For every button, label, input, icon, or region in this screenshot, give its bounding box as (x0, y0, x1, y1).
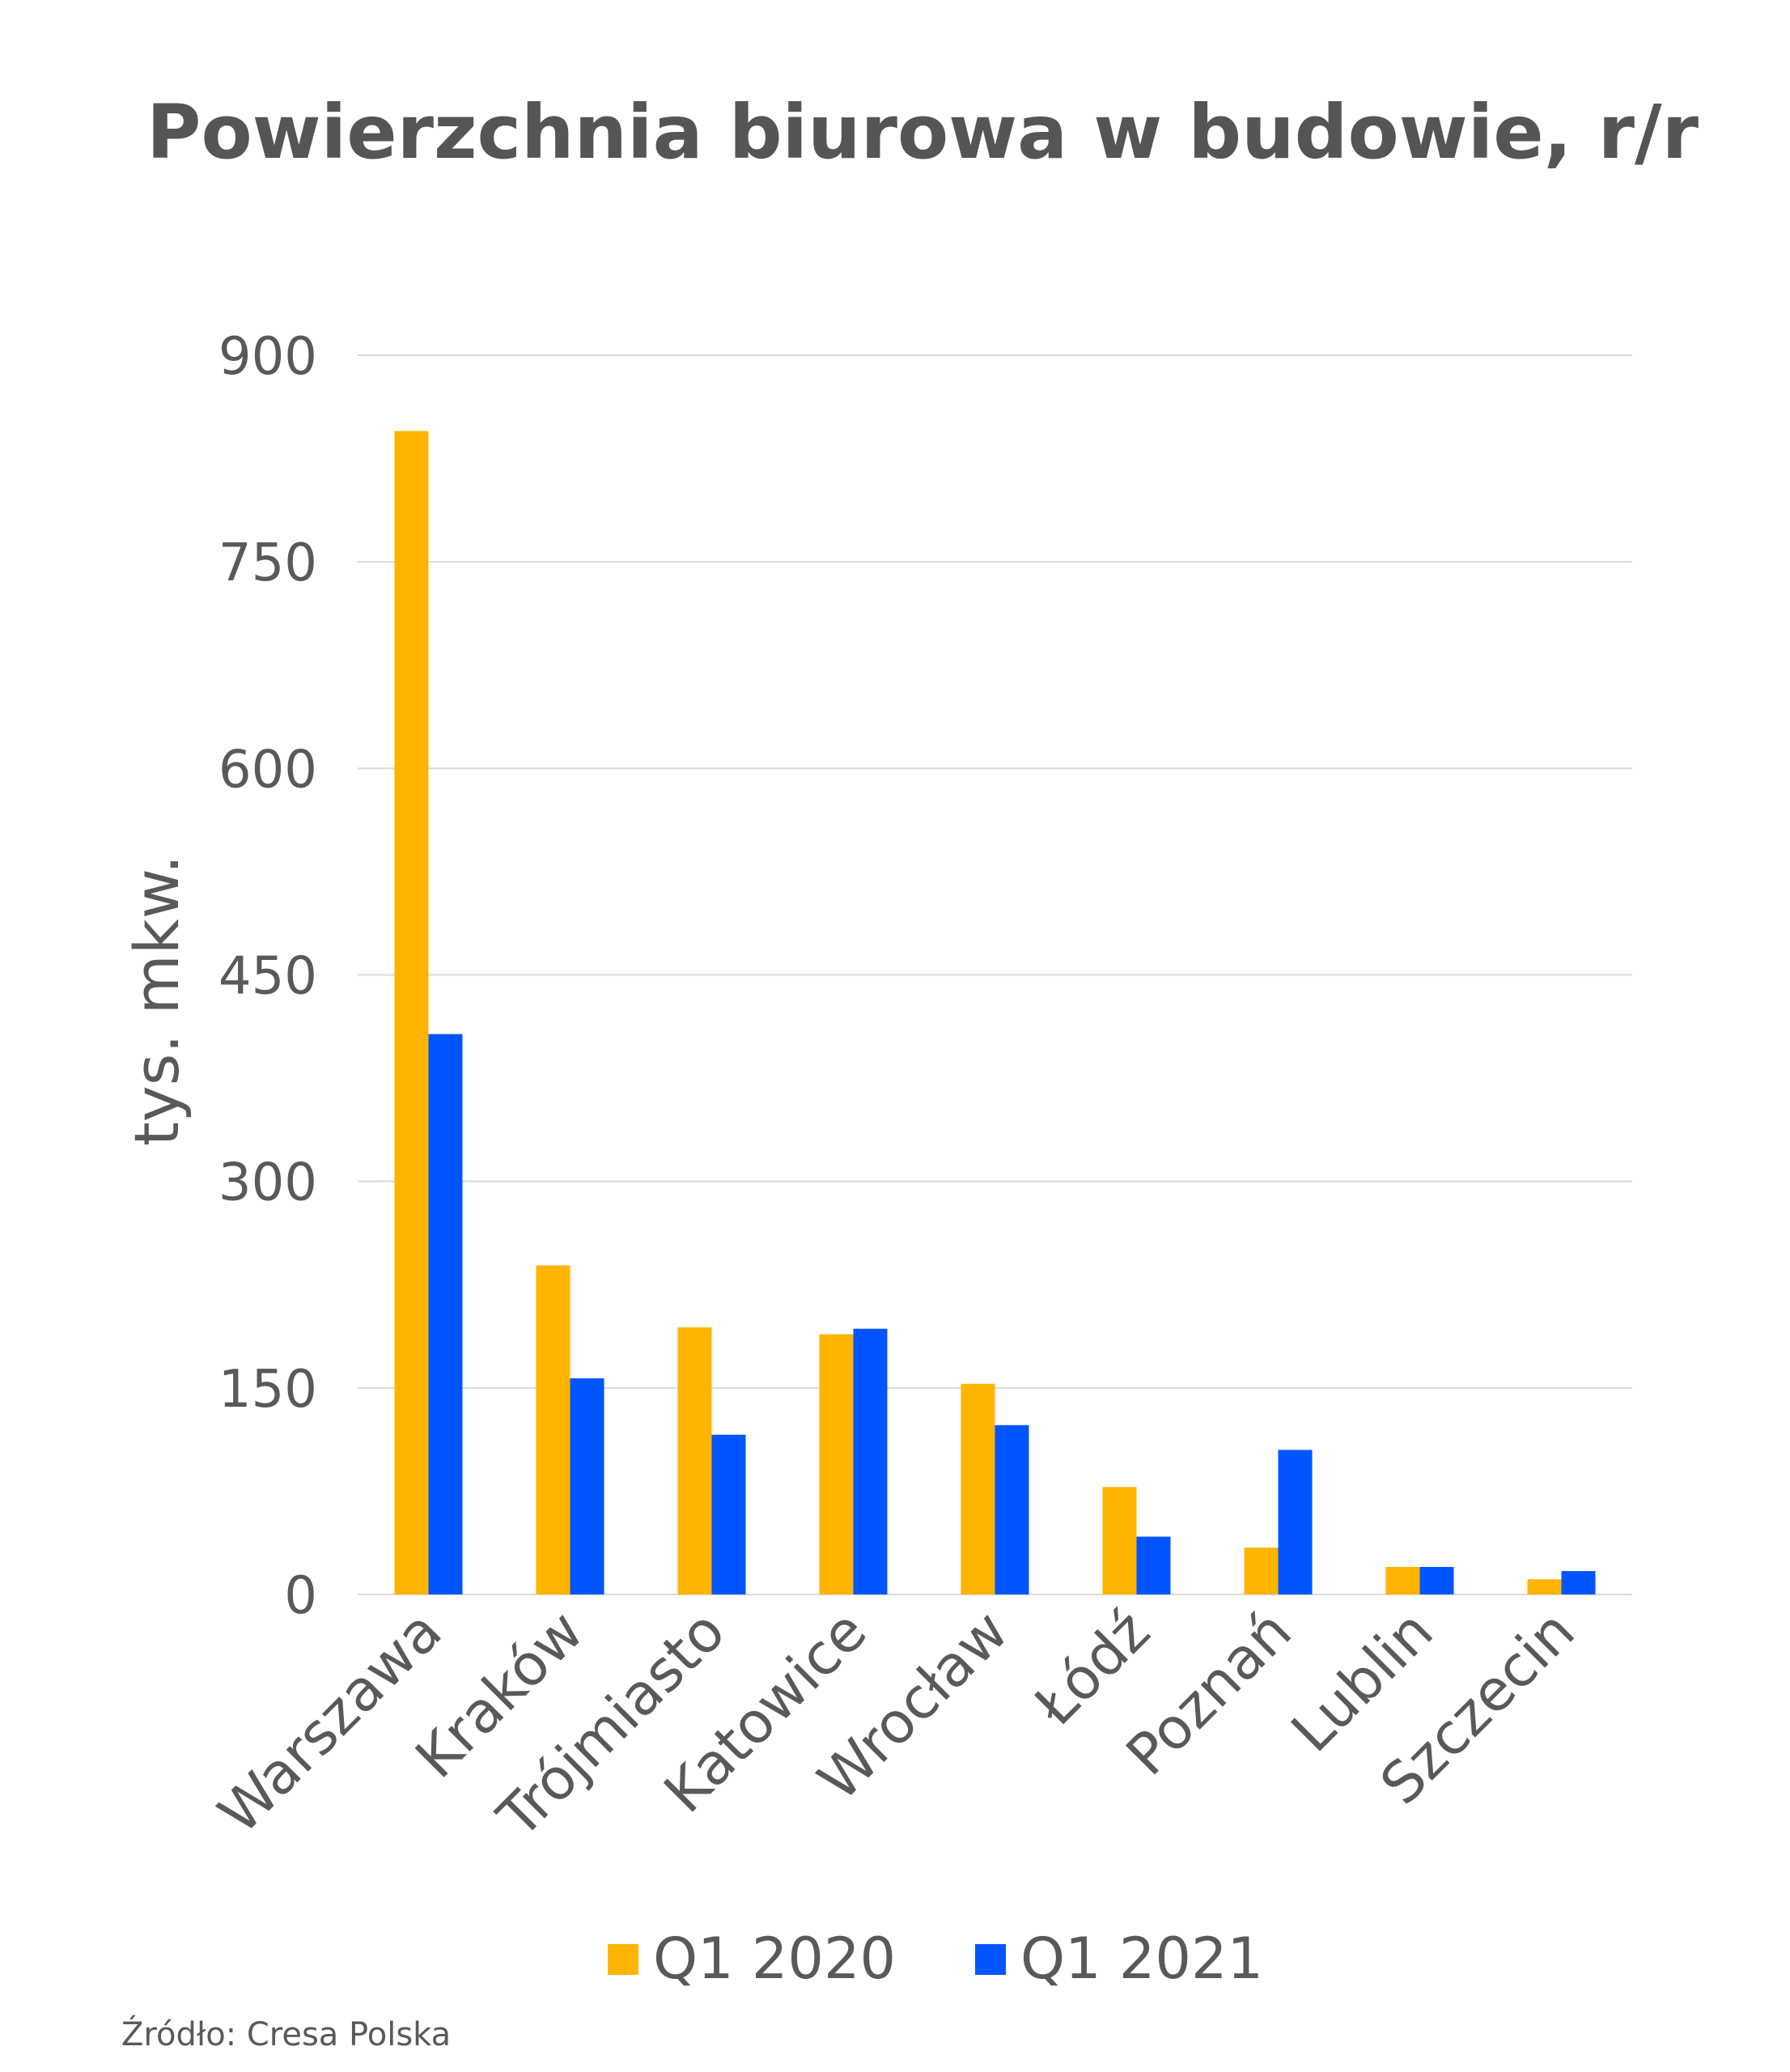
bar-q1-2020 (1244, 1548, 1279, 1594)
bar-q1-2020 (536, 1265, 571, 1594)
bar-q1-2020 (1102, 1487, 1137, 1594)
y-tick-label: 450 (218, 947, 317, 1007)
x-tick-label: Warszawa (206, 1598, 454, 1846)
bar-q1-2021 (428, 1034, 463, 1594)
source-note: Źródło: Cresa Polska (121, 2015, 451, 2053)
y-tick-label: 900 (218, 327, 317, 387)
legend-label: Q1 2020 (653, 1926, 896, 1992)
y-tick-label: 300 (218, 1153, 317, 1213)
chart-title: Powierzchnia biurowa w budowie, r/r (146, 89, 1699, 176)
y-tick-label: 0 (284, 1566, 317, 1626)
y-tick-label: 750 (218, 533, 317, 593)
bar-q1-2020 (819, 1334, 854, 1594)
bar-q1-2021 (1278, 1450, 1313, 1594)
bar-q1-2020 (394, 431, 429, 1595)
legend-swatch (608, 1944, 638, 1975)
bar-q1-2020 (1527, 1579, 1562, 1594)
bar-q1-2020 (961, 1383, 995, 1594)
bar-q1-2020 (677, 1327, 712, 1594)
bar-q1-2021 (711, 1434, 746, 1594)
y-tick-label: 600 (218, 740, 317, 800)
y-axis-label: tys. mkw. (121, 855, 193, 1146)
bar-q1-2021 (1136, 1536, 1171, 1594)
bar-q1-2021 (1419, 1566, 1454, 1594)
bar-q1-2021 (853, 1328, 888, 1594)
bar-q1-2021 (570, 1378, 604, 1594)
legend-label: Q1 2021 (1020, 1926, 1263, 1992)
bar-q1-2020 (1385, 1566, 1420, 1594)
y-tick-label: 150 (218, 1360, 317, 1420)
bar-q1-2021 (1561, 1571, 1596, 1594)
legend-swatch (975, 1944, 1006, 1975)
bar-q1-2021 (995, 1424, 1029, 1594)
